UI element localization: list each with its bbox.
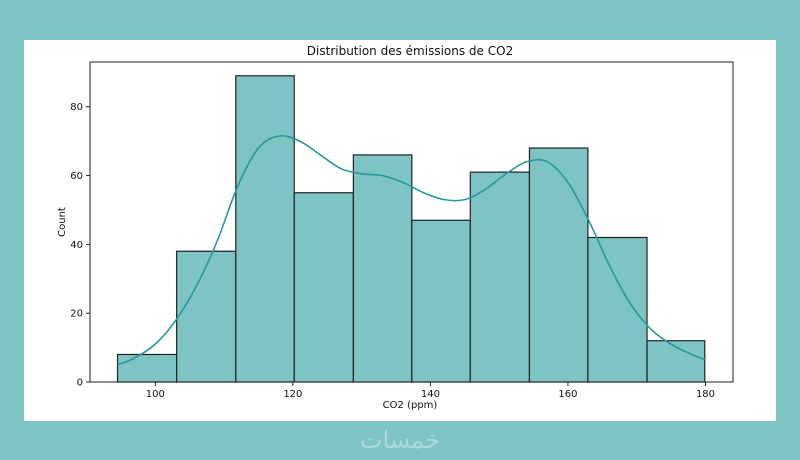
y-axis-label: Count	[57, 207, 68, 237]
histogram-bar-6	[411, 219, 471, 383]
y-tick-label: 60	[70, 171, 83, 182]
histogram-bar-9	[587, 236, 648, 383]
x-axis-label: CO2 (ppm)	[383, 400, 438, 411]
histogram-bar-4	[293, 192, 354, 383]
histogram-bar-2	[176, 250, 237, 383]
histogram-bar-7	[469, 171, 531, 383]
histogram-bar-1	[116, 353, 178, 383]
histogram-bar-8	[528, 147, 589, 383]
plot-frame	[89, 61, 734, 383]
kde-curve	[117, 134, 706, 366]
x-tick-label: 100	[146, 389, 165, 400]
y-tick-label: 80	[70, 102, 83, 113]
y-tick-label: 20	[70, 309, 83, 320]
x-tick-label: 140	[421, 389, 440, 400]
histogram-bar-3	[235, 75, 295, 383]
y-tick-label: 0	[77, 378, 83, 389]
x-axis-ticks: 100 120 140 160 180	[146, 382, 715, 400]
histogram-bars	[116, 75, 706, 383]
x-tick-label: 120	[283, 389, 302, 400]
y-tick-label: 40	[70, 240, 83, 251]
histogram-chart: 100 120 140 160 180 0 20 40 60 80 Distribution d…	[57, 44, 734, 411]
watermark-logo: خمسات	[359, 426, 441, 454]
y-axis-ticks: 0 20 40 60 80	[70, 102, 90, 389]
histogram-bar-5	[352, 154, 413, 383]
chart-card: 100 120 140 160 180 0 20 40 60 80 Distribution d…	[24, 40, 776, 421]
x-tick-label: 160	[558, 389, 577, 400]
x-tick-label: 180	[696, 389, 715, 400]
chart-title: Distribution des émissions de CO2	[307, 44, 513, 58]
